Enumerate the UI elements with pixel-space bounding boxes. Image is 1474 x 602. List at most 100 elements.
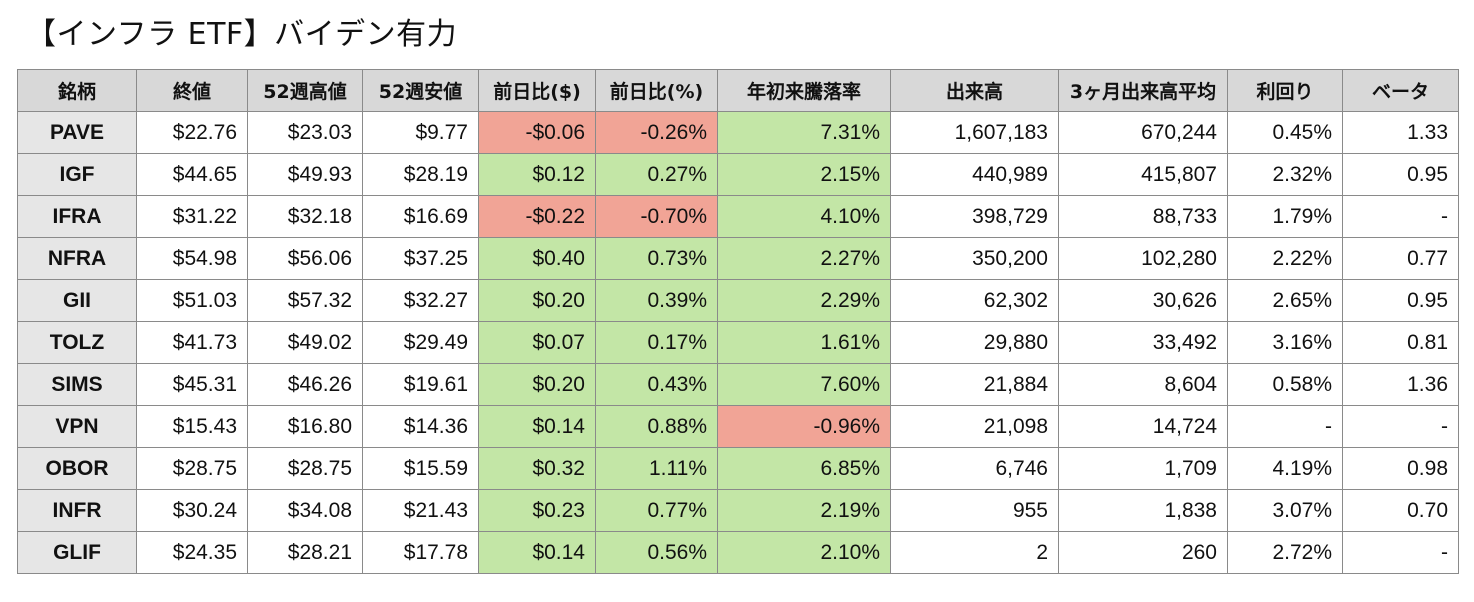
table-cell: $0.40 xyxy=(478,237,596,280)
table-cell: $34.08 xyxy=(247,489,363,532)
table-cell: -0.26% xyxy=(595,111,718,154)
table-cell: 102,280 xyxy=(1058,237,1228,280)
table-cell: $29.49 xyxy=(362,321,479,364)
table-cell: $46.26 xyxy=(247,363,363,406)
table-cell: 260 xyxy=(1058,531,1228,574)
table-cell: $56.06 xyxy=(247,237,363,280)
table-cell: 33,492 xyxy=(1058,321,1228,364)
table-row: IFRA $31.22 $32.18 $16.69 -$0.22 -0.70% 4.10% 3… xyxy=(17,195,1459,238)
table-cell: $54.98 xyxy=(136,237,248,280)
table-cell: 1.79% xyxy=(1227,195,1343,238)
table-row: VPN $15.43 $16.80 $14.36 $0.14 0.88% -0.96% 21,… xyxy=(17,405,1459,448)
table-cell: $45.31 xyxy=(136,363,248,406)
table-cell: - xyxy=(1342,195,1459,238)
table-cell: 3.07% xyxy=(1227,489,1343,532)
table-cell: $0.12 xyxy=(478,153,596,196)
table-row: OBOR $28.75 $28.75 $15.59 $0.32 1.11% 6.85% 6,7… xyxy=(17,447,1459,490)
ticker-cell: TOLZ xyxy=(17,321,137,364)
table-cell: 4.19% xyxy=(1227,447,1343,490)
table-cell: 2.22% xyxy=(1227,237,1343,280)
etf-table: 銘柄 終値 52週高値 52週安値 前日比($) 前日比(%) 年初来騰落率 出来高 3ヶ月出来… xyxy=(17,69,1459,574)
table-cell: $30.24 xyxy=(136,489,248,532)
table-body: PAVE $22.76 $23.03 $9.77 -$0.06 -0.26% 7.31% 1,… xyxy=(17,111,1459,574)
table-cell: $0.20 xyxy=(478,363,596,406)
table-cell: 29,880 xyxy=(890,321,1059,364)
column-header: 52週高値 xyxy=(247,69,363,112)
ticker-cell: PAVE xyxy=(17,111,137,154)
table-cell: 2.10% xyxy=(717,531,891,574)
table-cell: 670,244 xyxy=(1058,111,1228,154)
table-cell: 350,200 xyxy=(890,237,1059,280)
table-cell: $51.03 xyxy=(136,279,248,322)
table-cell: 0.58% xyxy=(1227,363,1343,406)
table-cell: 30,626 xyxy=(1058,279,1228,322)
ticker-cell: IFRA xyxy=(17,195,137,238)
table-cell: $31.22 xyxy=(136,195,248,238)
table-row: GLIF $24.35 $28.21 $17.78 $0.14 0.56% 2.10% 2 26… xyxy=(17,531,1459,574)
table-cell: - xyxy=(1342,405,1459,448)
table-cell: $57.32 xyxy=(247,279,363,322)
table-cell: 7.60% xyxy=(717,363,891,406)
table-cell: 0.88% xyxy=(595,405,718,448)
table-cell: 6,746 xyxy=(890,447,1059,490)
table-cell: $17.78 xyxy=(362,531,479,574)
table-cell: 1.33 xyxy=(1342,111,1459,154)
table-cell: 0.27% xyxy=(595,153,718,196)
ticker-cell: INFR xyxy=(17,489,137,532)
column-header: 前日比(%) xyxy=(595,69,718,112)
ticker-cell: GII xyxy=(17,279,137,322)
table-cell: 62,302 xyxy=(890,279,1059,322)
table-cell: 0.95 xyxy=(1342,279,1459,322)
ticker-cell: NFRA xyxy=(17,237,137,280)
table-cell: $0.20 xyxy=(478,279,596,322)
table-cell: 955 xyxy=(890,489,1059,532)
table-cell: $19.61 xyxy=(362,363,479,406)
table-cell: 21,884 xyxy=(890,363,1059,406)
table-row: PAVE $22.76 $23.03 $9.77 -$0.06 -0.26% 7.31% 1,… xyxy=(17,111,1459,154)
column-header: 銘柄 xyxy=(17,69,137,112)
table-cell: 2.72% xyxy=(1227,531,1343,574)
table-cell: - xyxy=(1227,405,1343,448)
table-cell: $16.69 xyxy=(362,195,479,238)
column-header: ベータ xyxy=(1342,69,1459,112)
table-cell: 1,838 xyxy=(1058,489,1228,532)
table-cell: $15.59 xyxy=(362,447,479,490)
table-cell: 7.31% xyxy=(717,111,891,154)
column-header: 前日比($) xyxy=(478,69,596,112)
column-header: 出来高 xyxy=(890,69,1059,112)
table-cell: $41.73 xyxy=(136,321,248,364)
table-row: INFR $30.24 $34.08 $21.43 $0.23 0.77% 2.19% 955… xyxy=(17,489,1459,532)
table-cell: 0.45% xyxy=(1227,111,1343,154)
table-cell: 0.77 xyxy=(1342,237,1459,280)
table-cell: 440,989 xyxy=(890,153,1059,196)
table-cell: $32.27 xyxy=(362,279,479,322)
table-cell: 1.36 xyxy=(1342,363,1459,406)
table-cell: 21,098 xyxy=(890,405,1059,448)
table-row: GII $51.03 $57.32 $32.27 $0.20 0.39% 2.29% 62,3… xyxy=(17,279,1459,322)
table-cell: 0.98 xyxy=(1342,447,1459,490)
table-cell: $23.03 xyxy=(247,111,363,154)
table-cell: $21.43 xyxy=(362,489,479,532)
table-cell: $0.07 xyxy=(478,321,596,364)
table-cell: 14,724 xyxy=(1058,405,1228,448)
table-cell: 0.17% xyxy=(595,321,718,364)
table-cell: $16.80 xyxy=(247,405,363,448)
table-cell: 1,607,183 xyxy=(890,111,1059,154)
table-cell: 8,604 xyxy=(1058,363,1228,406)
table-cell: 2 xyxy=(890,531,1059,574)
table-cell: 0.73% xyxy=(595,237,718,280)
table-cell: -$0.06 xyxy=(478,111,596,154)
table-cell: $0.32 xyxy=(478,447,596,490)
table-cell: $0.23 xyxy=(478,489,596,532)
table-cell: $28.75 xyxy=(247,447,363,490)
table-cell: 0.77% xyxy=(595,489,718,532)
table-cell: $49.93 xyxy=(247,153,363,196)
column-header: 利回り xyxy=(1227,69,1343,112)
page-title: 【インフラ ETF】バイデン有力 xyxy=(26,17,458,52)
table-cell: $28.19 xyxy=(362,153,479,196)
table-cell: $0.14 xyxy=(478,405,596,448)
table-cell: $32.18 xyxy=(247,195,363,238)
table-cell: $15.43 xyxy=(136,405,248,448)
table-row: NFRA $54.98 $56.06 $37.25 $0.40 0.73% 2.27% 350… xyxy=(17,237,1459,280)
table-cell: 398,729 xyxy=(890,195,1059,238)
